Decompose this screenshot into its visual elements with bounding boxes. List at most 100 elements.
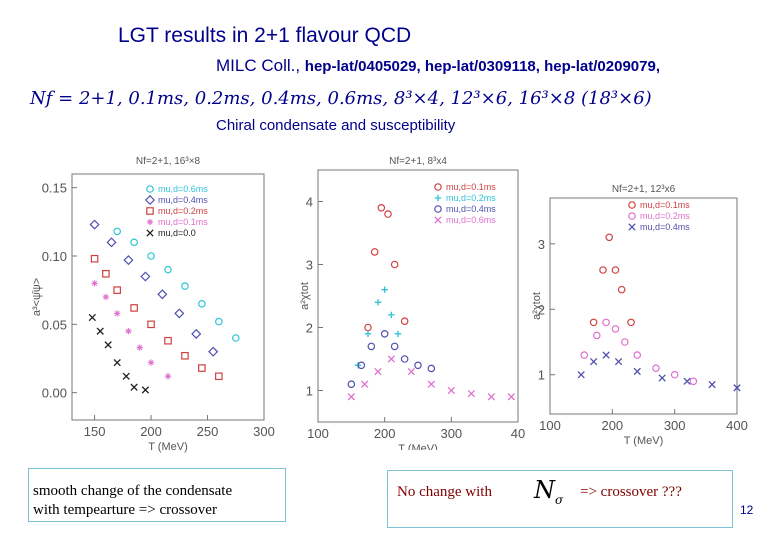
data-point — [96, 327, 104, 335]
data-point — [91, 280, 98, 287]
y-axis-label: a²χtot — [299, 282, 311, 310]
data-point — [361, 380, 369, 388]
data-point — [427, 364, 436, 373]
legend-label: mu,d=0.2ms — [446, 193, 496, 203]
legend-label: mu,d=0.1ms — [640, 200, 690, 210]
data-point — [347, 393, 355, 401]
data-point — [407, 367, 415, 376]
data-point — [122, 372, 130, 380]
data-point — [390, 260, 399, 269]
susceptibility-chart-8x4: Nf=2+1, 8³x4 100 200 300 40 1 2 3 4 T (MeV) a²χtot… — [299, 156, 525, 450]
collaboration-line: MILC Coll., hep-lat/0405029, hep-lat/030… — [216, 56, 660, 76]
condensate-chart: Nf=2+1, 16³×8 150 200 250 300 0.00 0.05 0.10 0.1… — [31, 156, 275, 453]
data-point — [670, 370, 679, 379]
legend-label: mu,d=0.1ms — [158, 217, 208, 227]
data-point — [652, 364, 660, 372]
y-tick-label: 0.15 — [42, 181, 67, 196]
legend-label: mu,d=0.6ms — [158, 184, 208, 194]
data-point — [602, 351, 610, 359]
data-point — [136, 344, 143, 351]
slide-title: LGT results in 2+1 flavour QCD — [118, 24, 412, 47]
data-point — [434, 205, 442, 213]
legend-label: mu,d=0.0 — [158, 228, 196, 238]
data-point — [146, 207, 154, 215]
data-point — [605, 233, 614, 242]
data-point — [147, 252, 155, 260]
data-point — [689, 377, 698, 386]
data-point — [215, 372, 223, 381]
data-point — [621, 338, 629, 346]
conclusion-line-2: with tempearture => crossover — [33, 502, 217, 518]
data-point — [628, 223, 636, 231]
data-point — [130, 383, 138, 391]
data-point — [592, 331, 601, 340]
data-point — [113, 227, 121, 236]
simulation-parameters: Nf = 2+1, 0.1ms, 0.2ms, 0.4ms, 0.6ms, 8³… — [30, 88, 652, 109]
data-point — [208, 346, 219, 357]
data-point — [577, 371, 585, 379]
data-point — [381, 286, 388, 293]
legend-label: mu,d=0.2ms — [640, 211, 690, 221]
data-point — [400, 355, 409, 363]
data-point — [89, 219, 100, 230]
conclusion-post-text: => crossover ??? — [580, 484, 682, 500]
data-point — [602, 318, 610, 327]
data-point — [658, 374, 666, 382]
data-point — [164, 336, 172, 345]
x-axis-label: T (MeV) — [398, 443, 438, 450]
data-point — [174, 308, 185, 319]
data-point — [367, 342, 376, 351]
data-point — [628, 212, 636, 220]
y-tick-label: 2 — [306, 321, 313, 336]
data-point — [164, 373, 172, 380]
data-point — [106, 237, 117, 248]
data-point — [130, 238, 138, 247]
data-point — [377, 203, 386, 212]
data-point — [617, 285, 626, 294]
data-point — [140, 271, 151, 282]
data-point — [146, 218, 154, 226]
x-tick-label: 100 — [307, 426, 329, 441]
x-tick-label: 200 — [140, 424, 162, 439]
data-point — [181, 282, 189, 290]
data-point — [198, 364, 206, 372]
y-tick-label: 0.05 — [42, 317, 67, 332]
data-point — [347, 380, 356, 389]
susceptibility-chart-12x6: Nf=2+1, 12³x6 100 200 300 400 1 2 3 T (MeV) a²χto… — [532, 184, 748, 447]
data-point — [231, 334, 240, 342]
x-axis-label: T (MeV) — [148, 441, 188, 453]
data-point — [191, 328, 202, 339]
conclusion-box-condensate: smooth change of the condensate with tem… — [28, 468, 286, 522]
legend-label: mu,d=0.4ms — [640, 222, 690, 232]
data-point — [627, 318, 635, 327]
x-tick-label: 200 — [374, 426, 396, 441]
x-tick-label: 250 — [197, 424, 219, 439]
conclusion-line-1: smooth change of the condensate — [33, 483, 233, 499]
x-axis-label: T (MeV) — [624, 435, 664, 447]
y-tick-label: 1 — [538, 368, 545, 383]
data-point — [90, 254, 99, 263]
data-point — [147, 320, 155, 329]
y-tick-label: 0.00 — [42, 386, 67, 401]
section-subtitle: Chiral condensate and susceptibility — [216, 117, 456, 134]
legend-label: mu,d=0.6ms — [446, 215, 496, 225]
data-point — [733, 384, 741, 392]
chart-title: Nf=2+1, 16³×8 — [136, 156, 201, 167]
y-tick-label: 3 — [306, 258, 313, 273]
data-point — [102, 269, 110, 278]
conclusion-box-susceptibility: No change with Nσ => crossover ??? — [387, 470, 733, 528]
data-point — [611, 266, 620, 274]
data-point — [633, 351, 642, 359]
data-point — [434, 216, 442, 224]
data-point — [589, 357, 598, 366]
page-number: 12 — [740, 503, 754, 517]
y-tick-label: 0.10 — [42, 249, 67, 264]
y-tick-label: 3 — [538, 237, 545, 252]
data-point — [370, 248, 379, 256]
data-point — [708, 380, 716, 389]
data-point — [683, 377, 691, 385]
data-point — [390, 342, 399, 351]
x-tick-label: 400 — [726, 418, 748, 433]
data-point — [141, 386, 150, 394]
y-axis-label: a²χtot — [532, 292, 543, 320]
